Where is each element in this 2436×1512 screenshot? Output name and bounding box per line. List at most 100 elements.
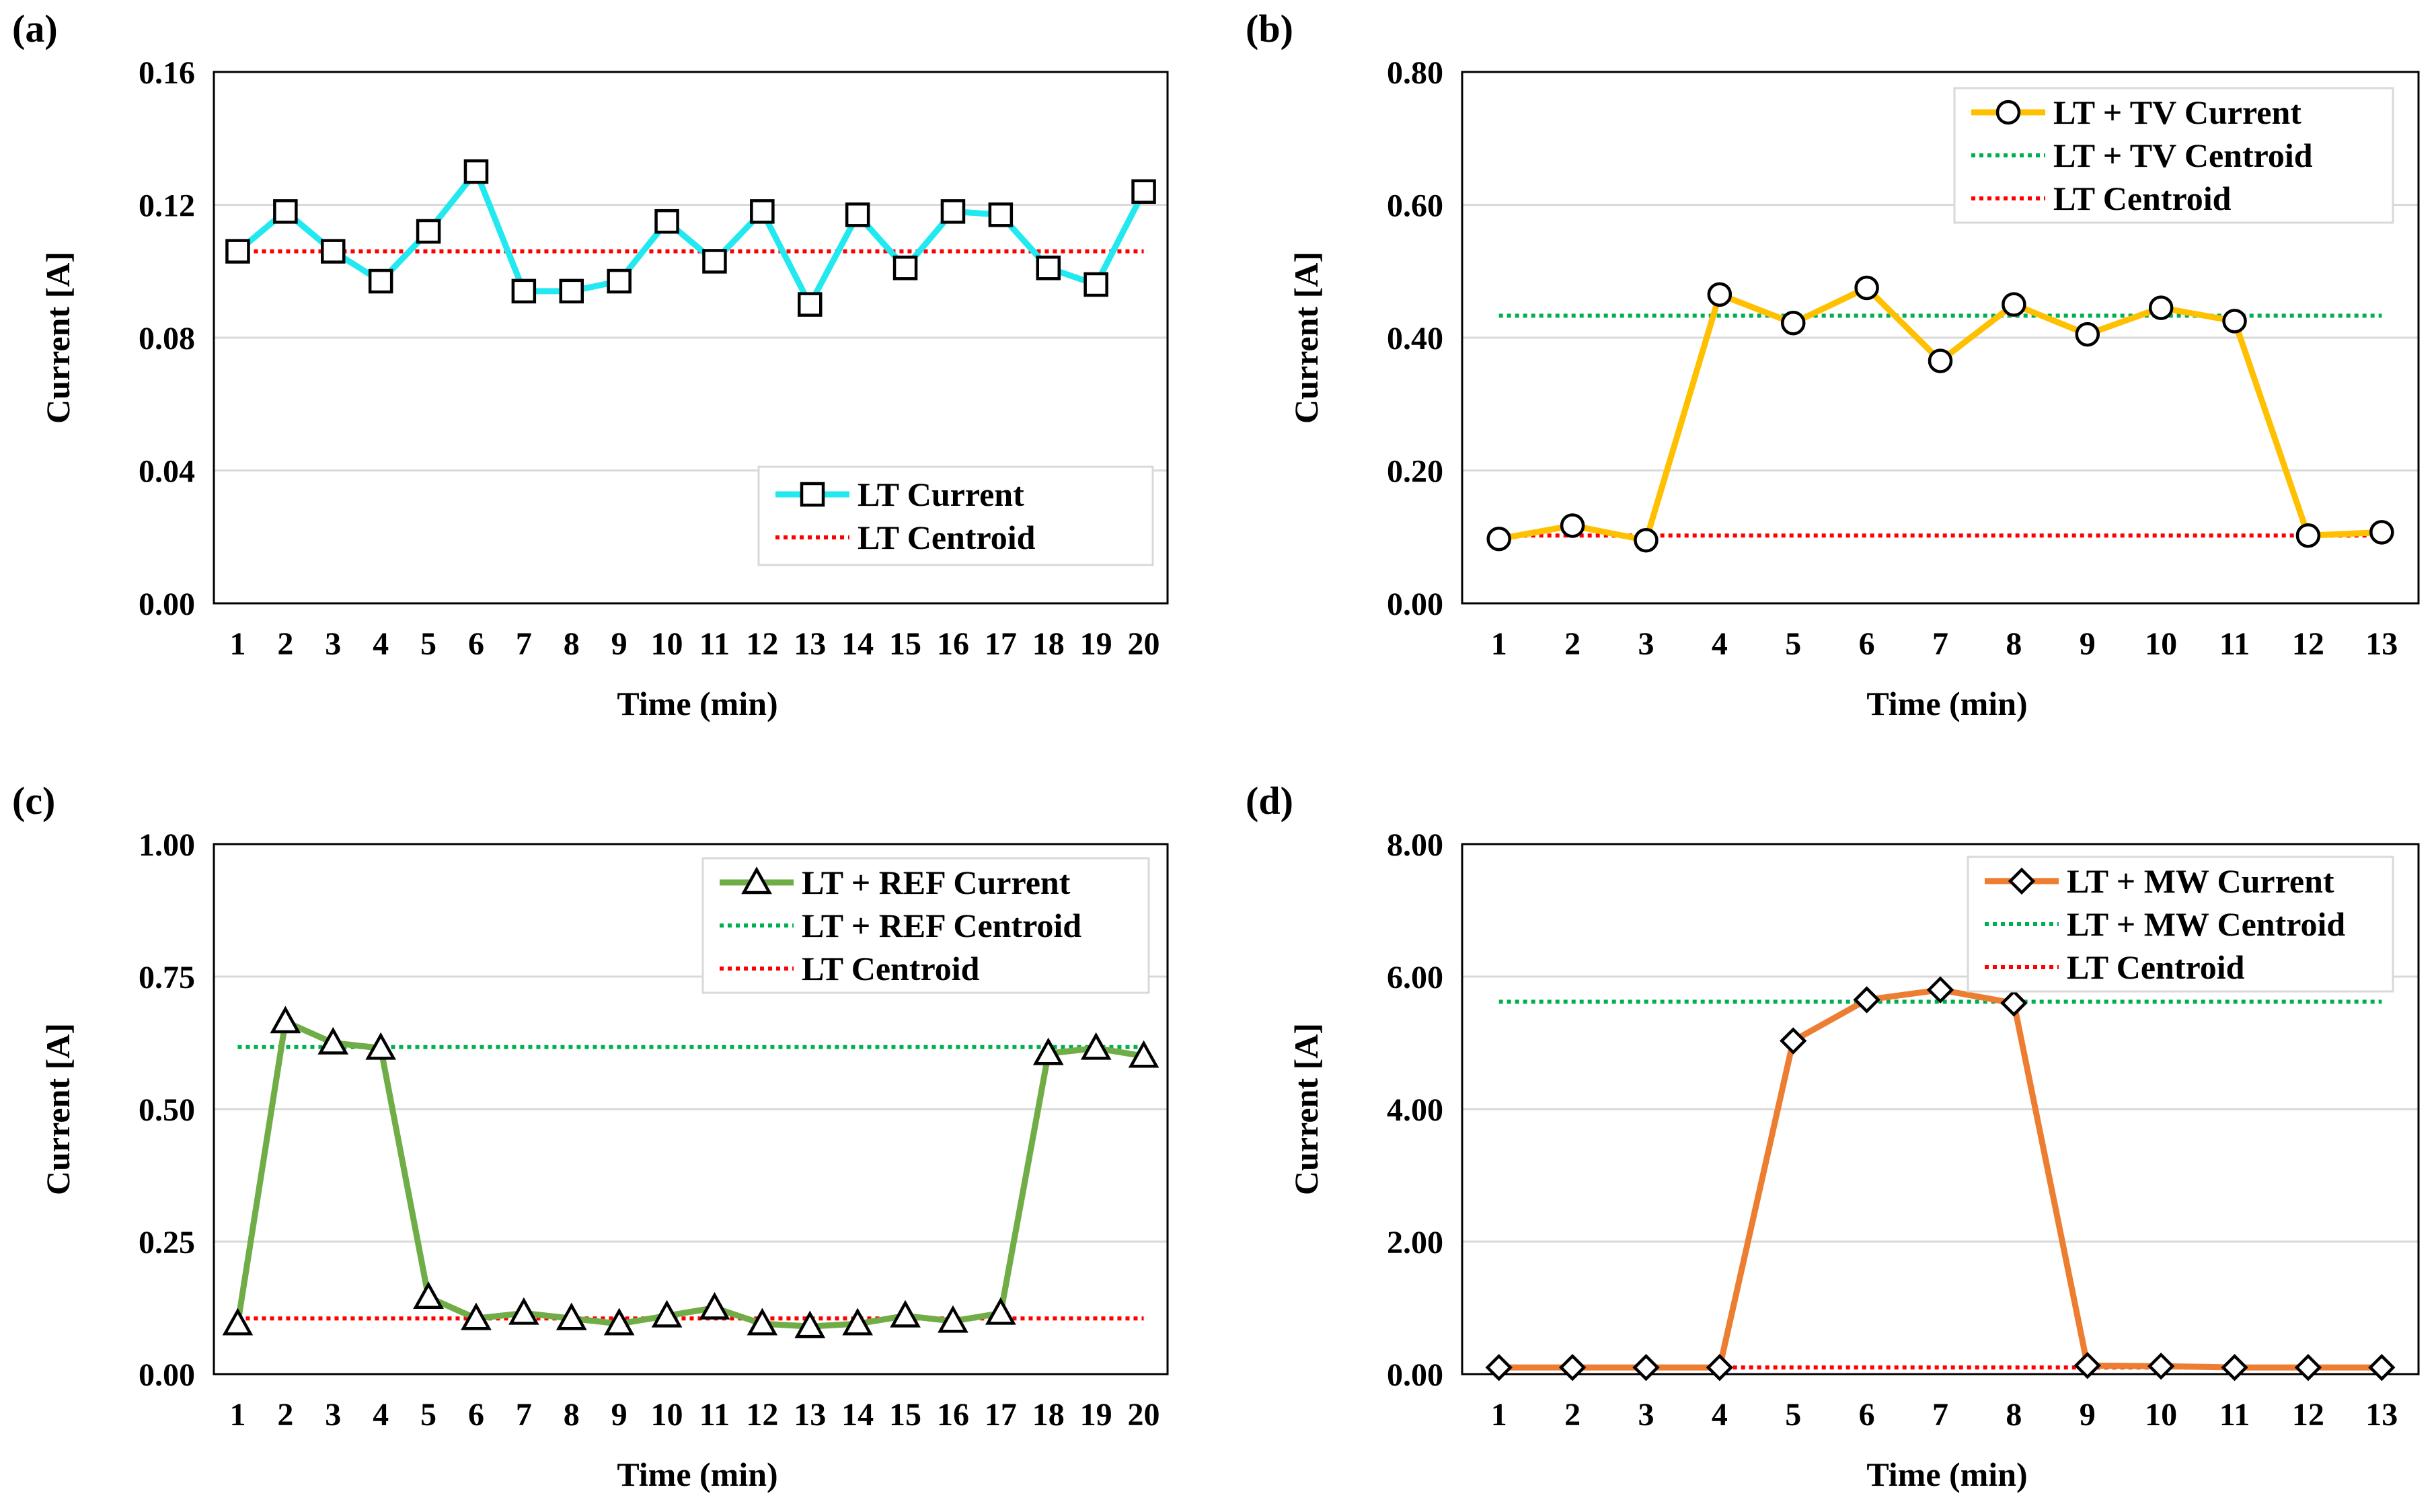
x-tick-label: 11 bbox=[699, 626, 730, 662]
data-point bbox=[365, 1032, 396, 1060]
data-point bbox=[747, 1308, 778, 1336]
data-point bbox=[508, 1297, 539, 1325]
y-tick-label: 0.20 bbox=[1387, 454, 1443, 490]
data-point bbox=[2295, 523, 2321, 548]
data-point bbox=[798, 292, 823, 317]
data-point bbox=[1926, 976, 1954, 1004]
x-axis-title: Time (min) bbox=[617, 685, 777, 722]
x-tick-label: 13 bbox=[794, 1397, 826, 1433]
x-tick-label: 7 bbox=[1932, 626, 1948, 662]
x-tick-label: 11 bbox=[2219, 1397, 2250, 1433]
data-point bbox=[1928, 348, 1953, 373]
data-point bbox=[750, 199, 775, 224]
data-point bbox=[1853, 986, 1880, 1014]
x-tick-label: 7 bbox=[516, 1397, 532, 1433]
data-point bbox=[794, 1310, 826, 1338]
y-tick-label: 4.00 bbox=[1387, 1092, 1443, 1128]
legend-label: LT + MW Current bbox=[2067, 862, 2334, 900]
y-tick-label: 8.00 bbox=[1387, 827, 1443, 863]
x-tick-label: 9 bbox=[2080, 1397, 2096, 1433]
x-tick-label: 18 bbox=[1032, 1397, 1065, 1433]
data-point bbox=[892, 256, 918, 280]
y-axis-title: Current [A] bbox=[39, 1023, 77, 1195]
legend-item: LT Centroid bbox=[775, 519, 1036, 556]
data-point bbox=[654, 209, 679, 234]
legend-label: LT Current bbox=[858, 476, 1024, 513]
y-tick-label: 0.04 bbox=[139, 454, 195, 490]
y-tick-label: 0.75 bbox=[139, 960, 195, 995]
x-tick-label: 12 bbox=[746, 1397, 778, 1433]
data-point bbox=[1485, 1353, 1513, 1382]
x-tick-label: 11 bbox=[699, 1397, 730, 1433]
legend-item: LT + TV Centroid bbox=[1971, 137, 2313, 174]
chart-panel-a: (a)0.000.040.080.120.161 2 3 4 5 6 7 8 9 10 11 12 13… bbox=[12, 7, 1169, 722]
data-point bbox=[273, 199, 298, 224]
panel-label: (c) bbox=[12, 779, 55, 823]
current-line bbox=[1498, 987, 2382, 1371]
current-line bbox=[235, 1018, 1145, 1330]
x-tick-label: 12 bbox=[746, 626, 778, 662]
data-point bbox=[988, 202, 1014, 227]
x-tick-label: 15 bbox=[889, 1397, 921, 1433]
series-lt-tv-current bbox=[1486, 275, 2394, 553]
x-tick-label: 3 bbox=[1638, 626, 1654, 662]
data-point bbox=[1634, 527, 1659, 553]
data-point bbox=[368, 268, 393, 294]
legend-item: LT + REF Centroid bbox=[720, 907, 1081, 944]
data-point bbox=[1083, 272, 1108, 297]
series-lt-current bbox=[225, 159, 1156, 317]
data-point bbox=[607, 268, 632, 294]
x-tick-label: 1 bbox=[1491, 1397, 1507, 1433]
data-point bbox=[2002, 292, 2026, 317]
data-point bbox=[2148, 295, 2174, 320]
chart-panel-d: (d)0.002.004.006.008.001 2 3 4 5 6 7 8 9 10 11 12 13… bbox=[1246, 779, 2420, 1493]
x-axis-title: Time (min) bbox=[1866, 1456, 2027, 1493]
x-tick-label: 4 bbox=[1712, 626, 1728, 662]
data-point bbox=[559, 278, 584, 304]
data-point bbox=[2075, 322, 2100, 347]
data-point bbox=[317, 1026, 349, 1055]
data-point bbox=[1080, 1032, 1112, 1060]
x-tick-label: 20 bbox=[1128, 626, 1160, 662]
series-lt-ref-current bbox=[222, 1006, 1159, 1338]
x-tick-label: 8 bbox=[2006, 626, 2022, 662]
data-point bbox=[222, 1308, 254, 1336]
legend-item: LT + MW Centroid bbox=[1985, 905, 2345, 943]
data-point bbox=[651, 1299, 683, 1328]
data-point bbox=[2147, 1352, 2175, 1380]
x-tick-label: 6 bbox=[468, 1397, 484, 1433]
y-tick-label: 0.50 bbox=[139, 1092, 195, 1128]
panel-label: (a) bbox=[12, 7, 58, 50]
x-tick-label: 1 bbox=[1491, 626, 1507, 662]
x-tick-label: 12 bbox=[2292, 626, 2324, 662]
y-axis-title: Current [A] bbox=[1287, 1023, 1325, 1195]
y-tick-label: 0.60 bbox=[1387, 188, 1443, 224]
x-tick-label: 6 bbox=[468, 626, 484, 662]
x-tick-label: 13 bbox=[794, 626, 826, 662]
legend-item: LT + REF Current bbox=[720, 864, 1071, 901]
y-tick-label: 0.00 bbox=[139, 587, 195, 622]
data-point bbox=[1707, 282, 1733, 307]
chart-panel-c: (c)0.000.250.500.751.001 2 3 4 5 6 7 8 9 10 11 12 13… bbox=[12, 779, 1169, 1493]
legend-marker bbox=[1995, 100, 2021, 125]
legend-marker bbox=[2008, 867, 2036, 895]
x-tick-label: 14 bbox=[841, 626, 874, 662]
y-tick-label: 0.16 bbox=[139, 55, 195, 91]
legend-label: LT + TV Current bbox=[2053, 93, 2301, 131]
x-tick-label: 5 bbox=[1785, 626, 1801, 662]
data-point bbox=[890, 1299, 921, 1328]
y-tick-label: 0.12 bbox=[139, 188, 195, 224]
x-tick-label: 1 bbox=[229, 1397, 245, 1433]
legend-label: LT Centroid bbox=[858, 519, 1036, 556]
x-tick-label: 14 bbox=[841, 1397, 874, 1433]
data-point bbox=[1706, 1353, 1734, 1382]
data-point bbox=[2222, 309, 2247, 334]
data-point bbox=[845, 202, 870, 227]
data-point bbox=[1632, 1353, 1660, 1382]
legend-label: LT + TV Centroid bbox=[2053, 137, 2313, 174]
x-tick-label: 2 bbox=[277, 626, 293, 662]
legend-label: LT Centroid bbox=[802, 950, 980, 987]
y-tick-label: 2.00 bbox=[1387, 1225, 1443, 1260]
x-tick-label: 4 bbox=[373, 1397, 389, 1433]
x-tick-label: 20 bbox=[1128, 1397, 1160, 1433]
